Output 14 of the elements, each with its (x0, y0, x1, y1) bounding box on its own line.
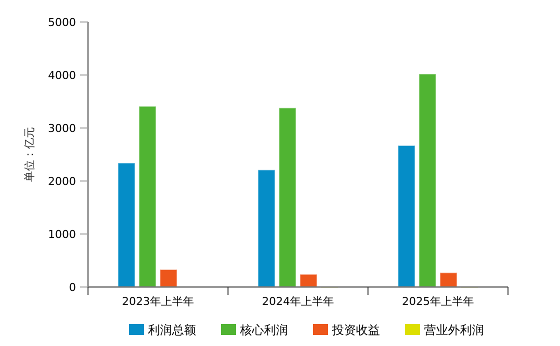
x-tick-label: 2023年上半年 (122, 295, 194, 308)
y-tick-label: 0 (69, 281, 76, 294)
y-tick-label: 1000 (48, 228, 76, 241)
x-tick-label: 2024年上半年 (262, 295, 334, 308)
y-axis-title: 单位：亿元 (23, 127, 36, 182)
legend-label: 核心利润 (239, 323, 288, 337)
y-tick-label: 5000 (48, 16, 76, 29)
legend-label: 投资收益 (331, 323, 380, 337)
x-tick-label: 2025年上半年 (402, 295, 474, 308)
legend-label: 利润总额 (148, 323, 196, 337)
y-tick-label: 3000 (48, 122, 76, 135)
y-tick-label: 4000 (48, 69, 76, 82)
y-tick-label: 2000 (48, 175, 76, 188)
legend-label: 营业外利润 (424, 323, 484, 337)
